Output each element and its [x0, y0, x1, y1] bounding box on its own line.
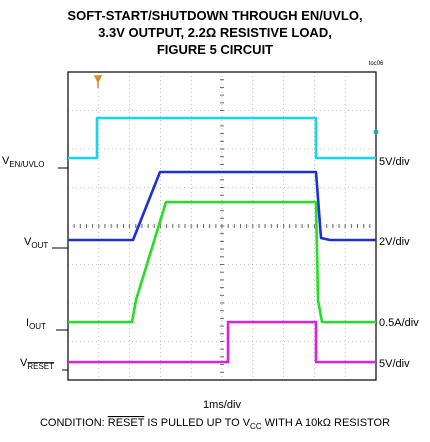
channel-symbol: V	[20, 357, 28, 369]
scale-label: 5V/div	[379, 358, 410, 370]
scale-label: 0.5A/div	[379, 317, 419, 329]
channel-symbol: I	[26, 317, 29, 329]
trigger-level	[373, 129, 379, 135]
left-labels: VEN/UVLO VOUT IOUT VRESET	[2, 155, 68, 371]
trace-en-uvlo	[68, 116, 376, 160]
channel-subscript: OUT	[29, 322, 46, 331]
channel-label: VEN/UVLO	[2, 155, 44, 169]
channel-symbol: V	[24, 236, 32, 248]
note-part: WITH A 10kΩ RESISTOR	[262, 417, 390, 429]
trace-iout	[68, 200, 376, 324]
figure-tag: toc06	[369, 61, 384, 67]
title-line: SOFT-START/SHUTDOWN THROUGH EN/UVLO,	[67, 8, 362, 23]
right-labels: 5V/div 2V/div 0.5A/div 5V/div	[379, 156, 419, 370]
x-label: 1ms/div	[203, 399, 241, 411]
channel-subscript: EN/UVLO	[9, 160, 44, 169]
channel-symbol: V	[2, 155, 10, 167]
scale-label: 2V/div	[379, 236, 410, 248]
note-part: CONDITION:	[40, 417, 108, 429]
grid	[68, 72, 376, 380]
channel-label: VOUT	[24, 236, 48, 250]
note-part: CC	[250, 422, 262, 431]
label-leaders	[52, 167, 68, 371]
channel-label: IOUT	[26, 317, 46, 331]
channel-subscript: RESET	[27, 362, 54, 371]
trace-reset	[68, 320, 376, 364]
note-part: RESET	[108, 417, 145, 429]
scale-label: 5V/div	[379, 156, 410, 168]
channel-label: VRESET	[20, 357, 54, 371]
title-line: 3.3V OUTPUT, 2.2Ω RESISTIVE LOAD,	[98, 25, 332, 40]
trigger-marker	[93, 75, 103, 88]
scope-frame	[67, 71, 377, 381]
note-part: IS PULLED UP TO V	[144, 417, 250, 429]
condition-note: CONDITION: RESET IS PULLED UP TO VCC WIT…	[40, 417, 390, 431]
trace-vout	[68, 170, 376, 242]
title-line: FIGURE 5 CIRCUIT	[157, 42, 273, 57]
channel-subscript: OUT	[31, 241, 48, 250]
